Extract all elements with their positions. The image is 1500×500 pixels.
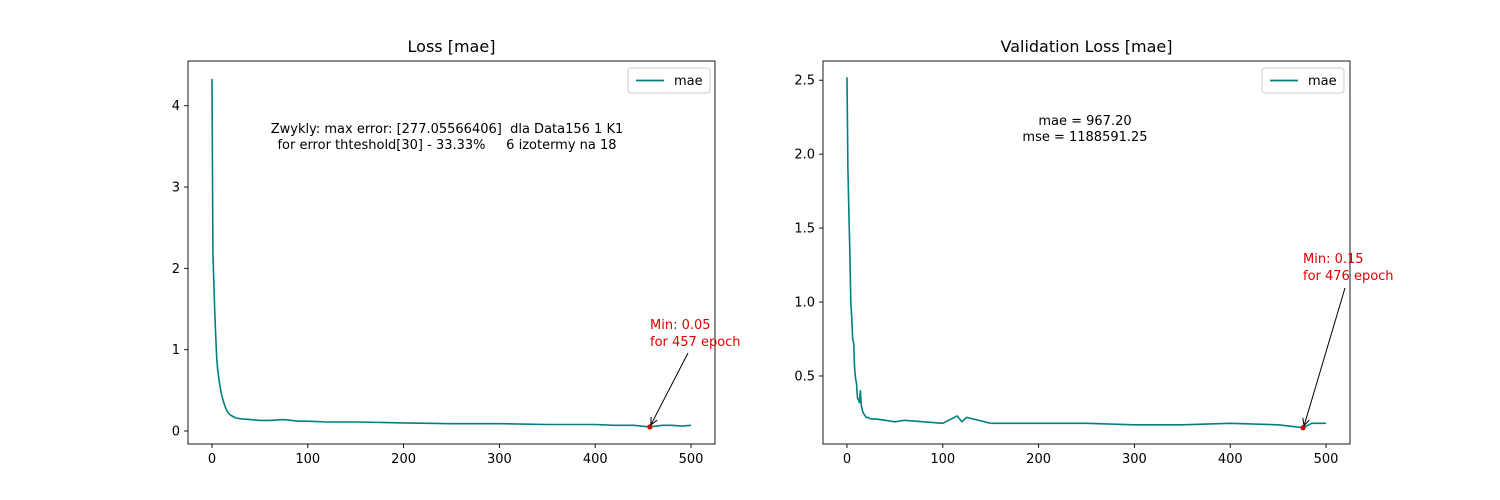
y-tick-label: 2.0 <box>794 148 815 163</box>
y-tick-label: 2.5 <box>794 74 815 89</box>
chart-title: Loss [mae] <box>408 37 496 56</box>
annotation-text: mse = 1188591.25 <box>1022 130 1147 145</box>
min-arrow-head <box>1302 417 1310 427</box>
x-tick-label: 300 <box>487 452 512 467</box>
x-tick-label: 100 <box>930 452 955 467</box>
annotation-text: mae = 967.20 <box>1038 114 1131 129</box>
x-tick-label: 300 <box>1122 452 1147 467</box>
loss-chart: Loss [mae] 0 100 200 300 400 500 0 1 2 3 4 Zwykly: m… <box>172 37 741 467</box>
legend-box <box>1261 67 1345 94</box>
legend-label: mae <box>1308 74 1337 89</box>
y-tick-label: 0.5 <box>794 369 815 384</box>
x-tick-label: 200 <box>391 452 416 467</box>
min-label: Min: 0.15 <box>1303 252 1364 267</box>
validation-loss-chart: Validation Loss [mae] 0 100 200 300 400 500 0.5… <box>794 37 1393 467</box>
series-line-mae <box>211 78 692 428</box>
y-tick-label: 1.5 <box>794 222 815 237</box>
min-point-marker <box>647 424 653 430</box>
min-arrow-line <box>1303 287 1346 426</box>
y-tick-label: 2 <box>172 262 180 277</box>
min-label: for 457 epoch <box>650 335 741 350</box>
annotation-text: for error thteshold[30] - 33.33% 6 izote… <box>277 138 616 153</box>
series-line-mae <box>846 77 1326 429</box>
y-tick-label: 1 <box>172 343 180 358</box>
x-tick-label: 500 <box>1314 452 1339 467</box>
plot-frame <box>822 60 1351 445</box>
legend-box <box>627 67 711 94</box>
legend-label: mae <box>674 74 703 89</box>
min-arrow-line <box>650 352 689 426</box>
min-arrow-head <box>650 416 658 426</box>
x-tick-label: 500 <box>679 452 704 467</box>
chart-title: Validation Loss [mae] <box>1001 37 1173 56</box>
y-tick-label: 3 <box>172 181 180 196</box>
x-tick-label: 100 <box>295 452 320 467</box>
x-tick-label: 400 <box>583 452 608 467</box>
x-tick-label: 0 <box>843 452 851 467</box>
min-label: Min: 0.05 <box>650 318 711 333</box>
y-tick-label: 0 <box>172 424 180 439</box>
min-label: for 476 epoch <box>1303 269 1394 284</box>
x-tick-label: 0 <box>208 452 216 467</box>
x-tick-label: 200 <box>1026 452 1051 467</box>
annotation-text: Zwykly: max error: [277.05566406] dla Da… <box>271 122 624 137</box>
y-tick-label: 4 <box>172 99 180 114</box>
min-point-marker <box>1300 425 1306 431</box>
y-tick-label: 1.0 <box>794 296 815 311</box>
x-tick-label: 400 <box>1218 452 1243 467</box>
plot-frame <box>187 60 716 445</box>
